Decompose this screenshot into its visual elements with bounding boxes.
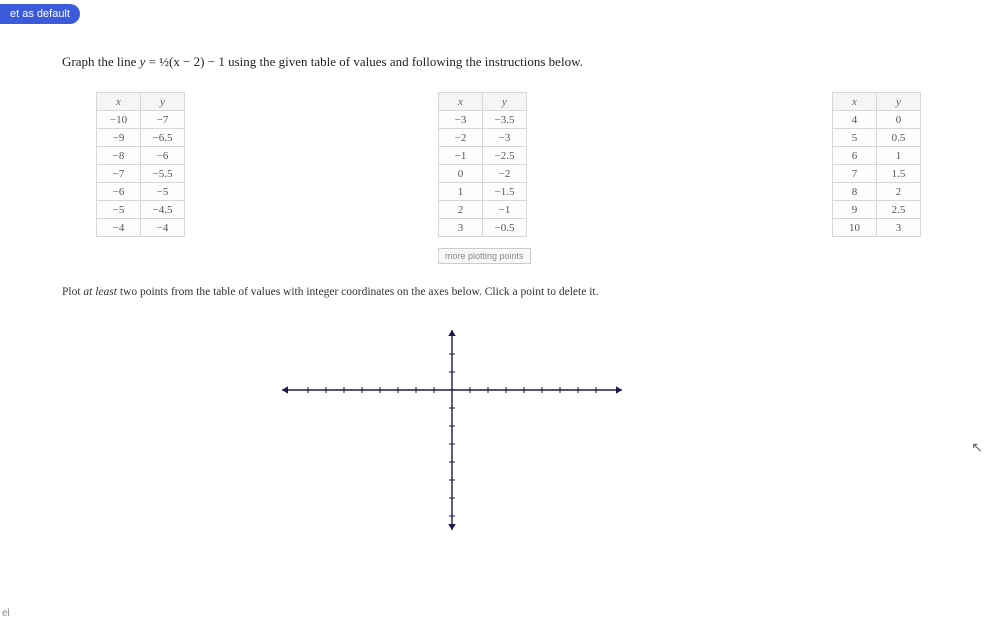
prompt-suffix: using the given table of values and foll…	[225, 54, 583, 69]
question-prompt: Graph the line y = ½(x − 2) − 1 using th…	[62, 54, 975, 70]
t2-hy: y	[483, 93, 527, 111]
plot-instruction: Plot at least two points from the table …	[62, 286, 598, 298]
table-row: 40	[833, 111, 921, 129]
table-row: −2−3	[439, 129, 527, 147]
table-row: −1−2.5	[439, 147, 527, 165]
eq-mid: =	[145, 54, 159, 69]
table-row: 2−1	[439, 201, 527, 219]
table-row: 0−2	[439, 165, 527, 183]
t1-hy: y	[141, 93, 185, 111]
table-row: 1−1.5	[439, 183, 527, 201]
cursor-icon: ↖	[971, 440, 983, 457]
eq-frac: ½	[159, 54, 169, 69]
table-row: −10−7	[97, 111, 185, 129]
table-row: 92.5	[833, 201, 921, 219]
table-row: 50.5	[833, 129, 921, 147]
t1-hx: x	[97, 93, 141, 111]
instr-a: Plot	[62, 286, 83, 298]
t2-hx: x	[439, 93, 483, 111]
table-row: 61	[833, 147, 921, 165]
table-row: −6−5	[97, 183, 185, 201]
main-content: Graph the line y = ½(x − 2) − 1 using th…	[62, 54, 975, 272]
coordinate-plane[interactable]	[272, 320, 632, 550]
el-label: el	[2, 608, 10, 619]
set-default-button[interactable]: et as default	[0, 4, 80, 24]
t3-hy: y	[877, 93, 921, 111]
value-table-1: xy −10−7 −9−6.5 −8−6 −7−5.5 −6−5 −5−4.5 …	[96, 92, 185, 237]
more-plotting-points-button[interactable]: more plotting points	[438, 248, 531, 264]
prompt-prefix: Graph the line	[62, 54, 140, 69]
table-row: 71.5	[833, 165, 921, 183]
table-row: 103	[833, 219, 921, 237]
axes-svg[interactable]	[272, 320, 632, 540]
value-table-2: xy −3−3.5 −2−3 −1−2.5 0−2 1−1.5 2−1 3−0.…	[438, 92, 527, 237]
instr-b: at least	[83, 286, 117, 298]
eq-paren: (x − 2) − 1	[169, 54, 225, 69]
tables-container: xy −10−7 −9−6.5 −8−6 −7−5.5 −6−5 −5−4.5 …	[62, 92, 975, 272]
table-row: −9−6.5	[97, 129, 185, 147]
table-row: −8−6	[97, 147, 185, 165]
table-row: −4−4	[97, 219, 185, 237]
table-row: 3−0.5	[439, 219, 527, 237]
table-row: −7−5.5	[97, 165, 185, 183]
table-row: −3−3.5	[439, 111, 527, 129]
table-row: 82	[833, 183, 921, 201]
table-row: −5−4.5	[97, 201, 185, 219]
value-table-3: xy 40 50.5 61 71.5 82 92.5 103	[832, 92, 921, 237]
t3-hx: x	[833, 93, 877, 111]
instr-c: two points from the table of values with…	[117, 286, 599, 298]
